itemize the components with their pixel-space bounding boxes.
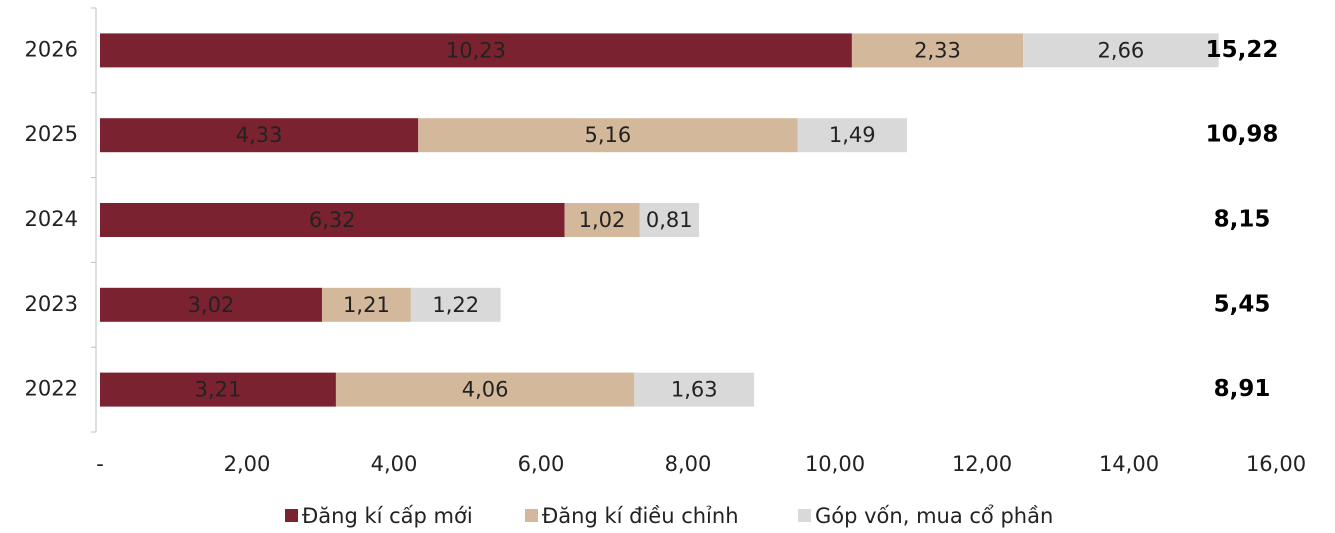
bar-segment [321,287,411,322]
data-label: 4,06 [462,378,509,402]
total-label: 8,15 [1214,207,1271,233]
bar-segment [797,118,908,153]
legend-swatch [285,509,298,522]
bar-segment [851,33,1024,68]
bar-segment [100,33,852,68]
legend-label: Góp vốn, mua cổ phần [815,504,1053,528]
data-label: 1,63 [671,378,718,402]
legend-label: Đăng kí điều chỉnh [542,504,739,528]
data-label: 4,33 [236,123,283,147]
x-tick-label: 10,00 [805,452,865,476]
total-label: 5,45 [1214,291,1271,317]
bar-segment [634,372,755,407]
data-label: 2,66 [1098,38,1145,62]
data-label: 0,81 [646,208,693,232]
y-tick-label: 2023 [25,292,78,316]
data-label: 1,22 [432,293,479,317]
data-label: 1,02 [579,208,626,232]
total-label: 8,91 [1214,376,1271,402]
bar-segment [100,372,336,407]
legend-label: Đăng kí cấp mới [302,504,473,528]
y-tick-label: 2022 [25,377,78,401]
x-tick-label: 12,00 [952,452,1012,476]
y-tick-label: 2025 [25,122,78,146]
total-label: 15,22 [1206,37,1279,63]
data-label: 3,21 [195,378,242,402]
legend-swatch [798,509,811,522]
x-tick-label: - [96,452,104,476]
data-label: 5,16 [585,123,632,147]
data-label: 2,33 [914,38,961,62]
bar-segment [1023,33,1219,68]
data-label: 10,23 [446,38,506,62]
bar-segment [564,203,640,237]
x-tick-label: 14,00 [1099,452,1159,476]
x-tick-label: 8,00 [665,452,712,476]
bar-segment [639,203,700,237]
data-label: 3,02 [188,293,235,317]
x-tick-label: 6,00 [518,452,565,476]
y-tick-label: 2026 [25,37,78,61]
bar-segment [410,287,501,322]
bar-segment [418,118,798,153]
x-tick-label: 4,00 [371,452,418,476]
x-tick-label: 2,00 [224,452,271,476]
bar-segment [100,118,419,153]
data-label: 6,32 [309,208,356,232]
bar-segment [335,372,635,407]
bar-segment [100,203,565,237]
data-label: 1,49 [829,123,876,147]
y-tick-label: 2024 [25,207,78,231]
total-label: 10,98 [1206,122,1279,148]
x-tick-label: 16,00 [1246,452,1306,476]
data-label: 1,21 [343,293,390,317]
legend-swatch [525,509,538,522]
bar-segment [100,287,322,322]
